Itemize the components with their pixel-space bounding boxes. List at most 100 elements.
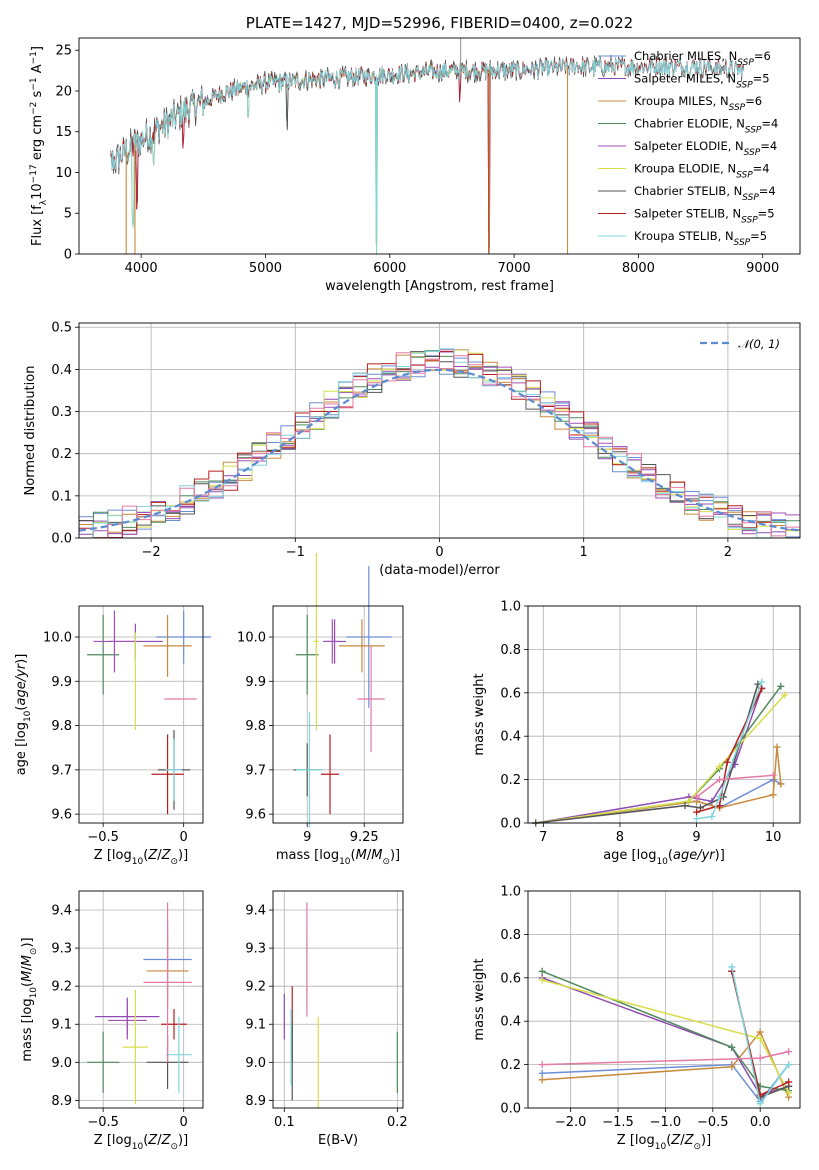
y-axis-label: age [log10(age/yr)] [14,654,33,776]
weight-marker [538,967,546,975]
weight-line [541,977,789,1096]
x-tick-label: 0 [435,545,443,560]
x-tick-label: −2.0 [555,1115,587,1130]
y-tick-label: 10 [55,166,72,181]
legend-entry: Chabrier ELODIE, NSSP=4 [634,117,778,136]
y-tick-label: 0.4 [500,1015,521,1030]
spectrum-line [128,61,490,254]
weight-marker [756,1054,764,1062]
weight-marker [538,976,546,984]
y-axis-label: mass weight [472,673,487,755]
x-tick-label: 2 [724,545,732,560]
weight-line [696,688,763,813]
panel-mass-vs-ebv: 0.1 0.2 8.9 9.0 9.1 9.2 9.3 9.4 E(B-V) [245,890,408,1148]
y-tick-label: 10.0 [237,631,266,646]
weight-marker [785,1089,793,1097]
x-tick-label: 9.25 [350,830,379,845]
histogram-bars [79,348,800,538]
y-tick-label: 0 [64,248,72,263]
y-tick-label: 0.2 [500,773,521,788]
x-tick-label: 0.0 [750,1115,771,1130]
weight-marker [728,963,736,971]
y-tick-label: 9.9 [245,675,266,690]
y-tick-label: 20 [55,84,72,99]
axes-frame [527,890,801,1109]
y-tick-label: 0.0 [51,532,72,547]
panel-age-vs-Z: −0.5 0 9.6 9.7 9.8 9.9 10.0 Z [log10(Z/Z⊙)] age … [14,605,212,867]
y-tick-label: 9.1 [51,1018,72,1033]
x-tick-label: −1 [286,545,305,560]
axes-frame [78,890,204,1109]
y-tick-label: 0.8 [500,643,521,658]
x-tick-label: 9000 [746,261,779,276]
legend-entry: Kroupa ELODIE, NSSP=4 [634,162,770,181]
spectrum-line [110,57,745,245]
y-tick-label: 25 [55,44,72,59]
weight-line [535,694,786,824]
weight-marker [716,793,724,801]
legend-entry: Kroupa MILES, NSSP=6 [634,94,762,113]
y-tick-label: 0.1 [51,489,72,504]
axes-frame [78,605,204,824]
x-axis-label: Z [log10(Z/Z⊙)] [617,1133,711,1152]
panel-age-vs-mass: 9 9.25 9.6 9.7 9.8 9.9 10.0 mass [log10(M/M⊙)] [237,552,404,867]
y-tick-label: 9.2 [51,980,72,995]
weight-marker [681,802,689,810]
spectrum-line [110,57,564,254]
weight-marker [769,771,777,779]
panel-massweight-vs-Z: −2.0 −1.5 −1.0 −0.5 0.0 0.0 0.2 0.4 0.6 0.8 1.0 Z [… [472,885,801,1152]
x-axis-label: age [log10(age/yr)] [603,848,725,867]
panel-massweight-vs-age: 7 8 9 10 0.0 0.2 0.4 0.6 0.8 1.0 age [log10(age/yr… [472,600,801,867]
y-tick-label: 0.5 [51,321,72,336]
x-tick-label: 8000 [622,261,655,276]
y-axis-label: mass weight [472,958,487,1040]
x-tick-label: 7000 [498,261,531,276]
x-tick-label: 0 [180,1115,188,1130]
weight-marker [781,691,789,699]
spectrum-line [128,61,489,246]
panel-spectrum: 4000 5000 6000 7000 8000 9000 0 5 10 15 20 25 PLATE=… [29,14,801,294]
y-tick-label: 0.6 [500,971,521,986]
x-axis-label: Z [log10(Z/Z⊙)] [94,848,188,867]
y-axis-label: Normed distribution [23,366,38,496]
weight-marker [728,1063,736,1071]
weight-marker [769,791,777,799]
legend-entry: Salpeter ELODIE, NSSP=4 [634,139,777,158]
x-tick-label: 9 [692,830,700,845]
weight-marker [685,797,693,805]
y-tick-label: 0.0 [500,817,521,832]
y-tick-label: 9.3 [51,942,72,957]
x-axis-label: mass [log10(M/M⊙)] [276,848,400,867]
weight-marker [538,1076,546,1084]
y-tick-label: 8.9 [245,1094,266,1109]
y-tick-label: 9.4 [245,904,266,919]
y-tick-label: 0.8 [500,928,521,943]
weight-marker [785,1048,793,1056]
weight-marker [785,1078,793,1086]
x-tick-label: −1.0 [650,1115,682,1130]
weight-line [696,681,763,820]
y-tick-label: 8.9 [51,1094,72,1109]
y-tick-label: 9.8 [51,719,72,734]
weight-marker [756,1035,764,1043]
x-axis-label: (data-model)/error [379,563,500,578]
y-tick-label: 9.6 [245,808,266,823]
y-tick-label: 0.2 [51,447,72,462]
y-tick-label: 9.4 [51,904,72,919]
weight-marker [716,763,724,771]
gaussian-curve [78,368,801,532]
x-tick-label: 6000 [373,261,406,276]
y-tick-label: 9.1 [245,1018,266,1033]
y-tick-label: 9.6 [51,808,72,823]
y-tick-label: 1.0 [500,600,521,615]
x-tick-label: 4000 [125,261,158,276]
y-tick-label: 0.4 [500,730,521,745]
y-tick-label: 9.9 [51,675,72,690]
x-tick-label: 1 [580,545,588,560]
y-tick-label: 10.0 [43,631,72,646]
weight-marker [723,758,731,766]
weight-line [535,683,759,824]
legend-entry: Salpeter MILES, NSSP=5 [634,72,770,91]
x-tick-label: 10 [765,830,782,845]
y-tick-label: 9.8 [245,719,266,734]
